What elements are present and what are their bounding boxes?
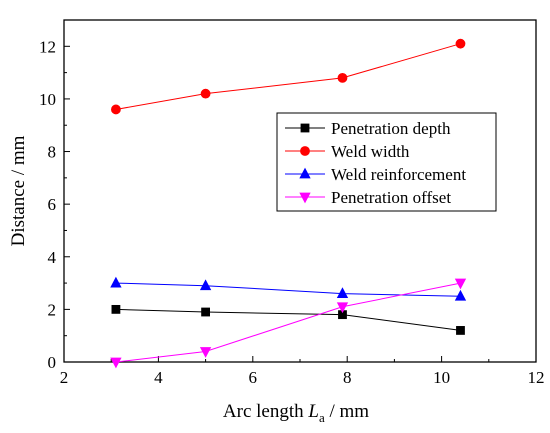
y-tick-label: 12 xyxy=(39,37,56,56)
x-tick-label: 6 xyxy=(249,368,258,387)
data-point xyxy=(454,289,467,301)
x-tick-label: 8 xyxy=(343,368,352,387)
series-line xyxy=(115,308,461,331)
legend-marker xyxy=(299,192,311,204)
legend-marker xyxy=(300,123,310,133)
legend-label: Penetration offset xyxy=(331,188,451,207)
legend-marker xyxy=(299,167,311,179)
y-tick-label: 8 xyxy=(48,143,57,162)
legend-marker xyxy=(300,146,310,156)
y-tick-label: 6 xyxy=(48,195,57,214)
data-point xyxy=(199,347,212,358)
x-tick-label: 2 xyxy=(60,368,69,387)
legend-item: Penetration depth xyxy=(285,119,451,138)
data-point xyxy=(200,88,211,99)
data-point xyxy=(456,326,465,335)
series-penetration-depth xyxy=(111,304,465,335)
y-tick-label: 2 xyxy=(48,300,57,319)
series-penetration-offset xyxy=(110,278,467,369)
x-tick-label: 4 xyxy=(154,368,163,387)
legend-item: Penetration offset xyxy=(285,188,451,207)
x-axis-label: Arc length La / mm xyxy=(223,401,369,425)
series-line xyxy=(115,282,461,363)
x-axis-subscript: a xyxy=(319,410,325,425)
series-weld-width xyxy=(111,38,466,115)
data-point xyxy=(111,304,121,314)
legend-label: Penetration depth xyxy=(331,119,451,138)
y-tick-label: 10 xyxy=(39,90,56,109)
series-layer xyxy=(110,38,467,369)
data-point xyxy=(110,357,122,369)
data-point xyxy=(111,104,121,115)
data-point xyxy=(336,302,349,314)
y-axis-label: Distance / mm xyxy=(8,135,29,246)
x-axis-unit: / mm xyxy=(325,401,370,422)
data-point xyxy=(455,38,466,49)
series-line xyxy=(115,43,461,110)
data-point xyxy=(337,72,348,83)
y-tick-label: 0 xyxy=(48,353,57,372)
data-point xyxy=(454,278,467,290)
y-tick-label: 4 xyxy=(48,248,57,267)
data-point xyxy=(199,279,212,291)
legend-label: Weld reinforcement xyxy=(331,165,466,184)
x-axis-symbol: L xyxy=(307,401,319,422)
x-tick-label: 12 xyxy=(528,368,545,387)
legend: Penetration depth Weld width Weld reinforc… xyxy=(276,112,497,212)
legend-box xyxy=(276,112,497,212)
legend-item: Weld reinforcement xyxy=(285,165,466,184)
legend-label: Weld width xyxy=(331,142,410,161)
series-line xyxy=(115,282,461,297)
data-point xyxy=(336,287,349,299)
data-point xyxy=(110,276,122,288)
series-weld-reinforcement xyxy=(110,276,467,301)
data-point xyxy=(201,307,211,317)
legend-item: Weld width xyxy=(285,142,410,161)
x-tick-label: 10 xyxy=(433,368,450,387)
